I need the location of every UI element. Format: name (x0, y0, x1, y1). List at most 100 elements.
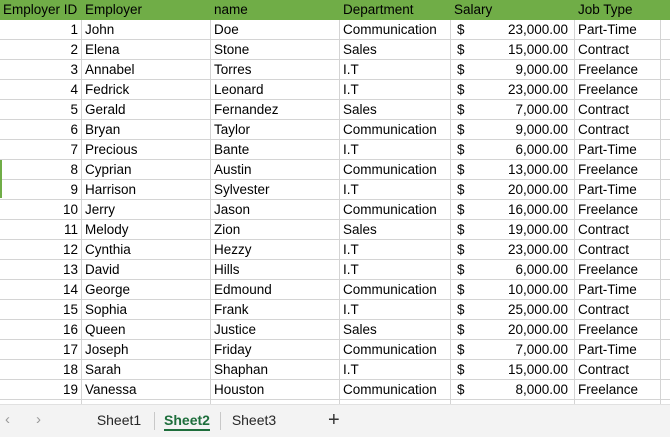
cell-salary[interactable]: $19,000.00 (451, 220, 575, 240)
cell-empty[interactable] (451, 400, 575, 404)
cell-name[interactable]: Edmound (211, 280, 340, 300)
cell-empty[interactable] (661, 200, 670, 220)
cell-department[interactable]: Communication (340, 20, 451, 40)
cell-department[interactable]: Communication (340, 120, 451, 140)
cell-employer[interactable]: Fedrick (82, 80, 211, 100)
cell-employer[interactable]: Annabel (82, 60, 211, 80)
cell-empty[interactable] (661, 300, 670, 320)
cell-employer-id[interactable]: 18 (0, 360, 82, 380)
cell-empty[interactable] (661, 120, 670, 140)
cell-name[interactable]: Houston (211, 380, 340, 400)
cell-salary[interactable]: $13,000.00 (451, 160, 575, 180)
cell-name[interactable]: Leonard (211, 80, 340, 100)
cell-empty[interactable] (661, 380, 670, 400)
cell-employer-id[interactable]: 15 (0, 300, 82, 320)
cell-employer[interactable]: Queen (82, 320, 211, 340)
cell-salary[interactable]: $23,000.00 (451, 80, 575, 100)
cell-employer[interactable]: Gerald (82, 100, 211, 120)
cell-salary[interactable]: $15,000.00 (451, 40, 575, 60)
cell-department[interactable]: I.T (340, 240, 451, 260)
cell-employer-id[interactable]: 17 (0, 340, 82, 360)
next-sheet-icon[interactable]: › (36, 411, 41, 428)
cell-name[interactable]: Friday (211, 340, 340, 360)
cell-employer[interactable]: Vanessa (82, 380, 211, 400)
cell-employer-id[interactable]: 4 (0, 80, 82, 100)
cell-department[interactable]: I.T (340, 80, 451, 100)
cell-employer-id[interactable]: 12 (0, 240, 82, 260)
header-name[interactable]: name (211, 0, 340, 20)
header-employer[interactable]: Employer (82, 0, 211, 20)
header-department[interactable]: Department (340, 0, 451, 20)
cell-employer-id[interactable]: 7 (0, 140, 82, 160)
cell-name[interactable]: Sylvester (211, 180, 340, 200)
cell-job-type[interactable]: Contract (575, 240, 661, 260)
cell-job-type[interactable]: Contract (575, 360, 661, 380)
cell-salary[interactable]: $23,000.00 (451, 240, 575, 260)
cell-salary[interactable]: $25,000.00 (451, 300, 575, 320)
cell-job-type[interactable]: Contract (575, 40, 661, 60)
cell-job-type[interactable]: Part-Time (575, 20, 661, 40)
cell-department[interactable]: Communication (340, 380, 451, 400)
cell-job-type[interactable]: Part-Time (575, 180, 661, 200)
cell-department[interactable]: I.T (340, 360, 451, 380)
cell-employer[interactable]: Melody (82, 220, 211, 240)
cell-employer-id[interactable]: 6 (0, 120, 82, 140)
cell-name[interactable]: Shaphan (211, 360, 340, 380)
cell-employer-id[interactable]: 9 (0, 180, 82, 200)
cell-empty[interactable] (661, 180, 670, 200)
cell-department[interactable]: Sales (340, 40, 451, 60)
tab-sheet1[interactable]: Sheet1 (88, 405, 150, 435)
cell-employer-id[interactable]: 10 (0, 200, 82, 220)
cell-empty[interactable] (661, 260, 670, 280)
cell-empty[interactable] (661, 240, 670, 260)
cell-job-type[interactable]: Contract (575, 100, 661, 120)
cell-name[interactable]: Taylor (211, 120, 340, 140)
cell-salary[interactable]: $15,000.00 (451, 360, 575, 380)
cell-name[interactable]: Torres (211, 60, 340, 80)
tab-sheet3[interactable]: Sheet3 (224, 405, 284, 435)
cell-employer[interactable]: Sophia (82, 300, 211, 320)
cell-employer-id[interactable]: 11 (0, 220, 82, 240)
cell-employer-id[interactable]: 19 (0, 380, 82, 400)
cell-job-type[interactable]: Contract (575, 220, 661, 240)
cell-job-type[interactable]: Part-Time (575, 340, 661, 360)
cell-employer-id[interactable]: 3 (0, 60, 82, 80)
cell-empty[interactable] (82, 400, 211, 404)
cell-salary[interactable]: $7,000.00 (451, 100, 575, 120)
cell-empty[interactable] (661, 280, 670, 300)
cell-salary[interactable]: $23,000.00 (451, 20, 575, 40)
cell-employer-id[interactable]: 14 (0, 280, 82, 300)
cell-employer[interactable]: Precious (82, 140, 211, 160)
cell-empty[interactable] (661, 320, 670, 340)
cell-name[interactable]: Justice (211, 320, 340, 340)
cell-department[interactable]: I.T (340, 140, 451, 160)
cell-name[interactable]: Jason (211, 200, 340, 220)
cell-empty[interactable] (661, 40, 670, 60)
cell-department[interactable]: Sales (340, 100, 451, 120)
cell-department[interactable]: Communication (340, 340, 451, 360)
cell-employer[interactable]: Joseph (82, 340, 211, 360)
cell-employer[interactable]: John (82, 20, 211, 40)
cell-empty[interactable] (661, 160, 670, 180)
cell-employer[interactable]: David (82, 260, 211, 280)
cell-empty[interactable] (575, 400, 661, 404)
cell-empty[interactable] (661, 60, 670, 80)
cell-department[interactable]: Sales (340, 220, 451, 240)
cell-empty[interactable] (0, 400, 82, 404)
cell-empty[interactable] (661, 220, 670, 240)
cell-employer-id[interactable]: 5 (0, 100, 82, 120)
cell-job-type[interactable]: Freelance (575, 60, 661, 80)
cell-employer[interactable]: Elena (82, 40, 211, 60)
cell-department[interactable]: I.T (340, 180, 451, 200)
cell-job-type[interactable]: Freelance (575, 80, 661, 100)
cell-job-type[interactable]: Contract (575, 120, 661, 140)
cell-salary[interactable]: $7,000.00 (451, 340, 575, 360)
tab-sheet2[interactable]: Sheet2 (157, 405, 217, 435)
cell-empty[interactable] (661, 340, 670, 360)
header-job-type[interactable]: Job Type (575, 0, 661, 20)
cell-name[interactable]: Stone (211, 40, 340, 60)
cell-job-type[interactable]: Part-Time (575, 280, 661, 300)
cell-salary[interactable]: $9,000.00 (451, 60, 575, 80)
cell-empty[interactable] (661, 140, 670, 160)
cell-employer-id[interactable]: 16 (0, 320, 82, 340)
